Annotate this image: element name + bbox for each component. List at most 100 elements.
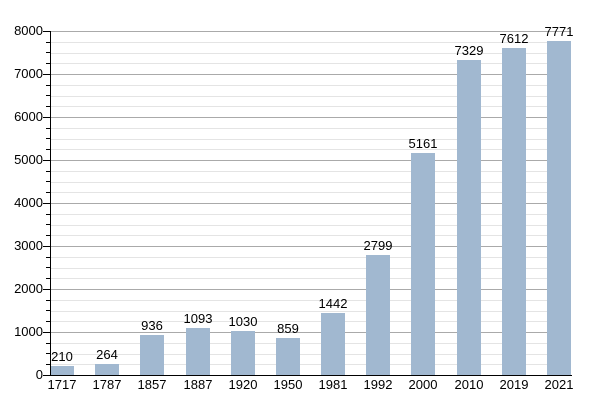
y-minor-tick (46, 63, 50, 64)
y-major-tick (43, 375, 50, 376)
major-gridline (50, 74, 571, 75)
minor-gridline (50, 354, 571, 355)
y-minor-tick (46, 364, 50, 365)
x-axis-tick-label: 1992 (363, 377, 393, 392)
major-gridline (50, 117, 571, 118)
y-axis-tick-label: 2000 (14, 281, 43, 296)
x-axis-tick-label: 1920 (228, 377, 258, 392)
y-minor-tick (46, 235, 50, 236)
bar-2010 (457, 60, 481, 375)
bar-value-label: 7329 (454, 43, 484, 58)
minor-gridline (50, 343, 571, 344)
minor-gridline (50, 300, 571, 301)
bar-1717 (50, 366, 74, 375)
bar-value-label: 1442 (318, 296, 348, 311)
y-minor-tick (46, 149, 50, 150)
x-axis-tick-label: 2000 (408, 377, 438, 392)
bar-2019 (502, 48, 526, 375)
minor-gridline (50, 225, 571, 226)
minor-gridline (50, 128, 571, 129)
bar-2021 (547, 41, 571, 375)
y-major-tick (43, 31, 50, 32)
y-major-tick (43, 332, 50, 333)
minor-gridline (50, 278, 571, 279)
y-axis-tick-label: 5000 (14, 152, 43, 167)
x-axis-tick-label: 1717 (47, 377, 77, 392)
minor-gridline (50, 257, 571, 258)
x-axis-tick-label: 1857 (137, 377, 167, 392)
y-minor-tick (46, 321, 50, 322)
y-minor-tick (46, 106, 50, 107)
y-axis-tick-label: 3000 (14, 238, 43, 253)
bar-value-label: 5161 (408, 136, 438, 151)
bar-1950 (276, 338, 300, 375)
y-axis-line (50, 31, 51, 375)
bar-2000 (411, 153, 435, 375)
minor-gridline (50, 311, 571, 312)
y-minor-tick (46, 85, 50, 86)
y-minor-tick (46, 310, 50, 311)
minor-gridline (50, 42, 571, 43)
y-minor-tick (46, 257, 50, 258)
minor-gridline (50, 96, 571, 97)
x-axis-tick-label: 1787 (92, 377, 122, 392)
y-major-tick (43, 117, 50, 118)
bar-value-label: 1030 (228, 314, 258, 329)
bar-1787 (95, 364, 119, 375)
minor-gridline (50, 85, 571, 86)
y-major-tick (43, 160, 50, 161)
y-minor-tick (46, 52, 50, 53)
y-minor-tick (46, 353, 50, 354)
y-minor-tick (46, 95, 50, 96)
minor-gridline (50, 63, 571, 64)
y-axis-tick-label: 0 (35, 367, 43, 382)
bar-1920 (231, 331, 255, 375)
minor-gridline (50, 171, 571, 172)
y-minor-tick (46, 42, 50, 43)
minor-gridline (50, 321, 571, 322)
bar-value-label: 7771 (544, 24, 574, 39)
minor-gridline (50, 192, 571, 193)
minor-gridline (50, 268, 571, 269)
bar-value-label: 7612 (499, 31, 529, 46)
minor-gridline (50, 149, 571, 150)
y-major-tick (43, 74, 50, 75)
y-minor-tick (46, 343, 50, 344)
y-axis-tick-label: 8000 (14, 23, 43, 38)
major-gridline (50, 160, 571, 161)
plot-area: 210 264 936 1093 1030 859 1442 2799 5161 7329 7612… (50, 24, 573, 375)
major-gridline (50, 203, 571, 204)
y-axis-tick-label: 1000 (14, 324, 43, 339)
x-axis-tick-label: 2021 (544, 377, 574, 392)
y-minor-tick (46, 267, 50, 268)
y-minor-tick (46, 171, 50, 172)
bar-value-label: 2799 (363, 238, 393, 253)
y-minor-tick (46, 128, 50, 129)
y-minor-tick (46, 214, 50, 215)
y-minor-tick (46, 138, 50, 139)
major-gridline (50, 246, 571, 247)
bar-value-label: 210 (51, 349, 73, 364)
bar-1992 (366, 255, 390, 375)
y-major-tick (43, 289, 50, 290)
y-minor-tick (46, 181, 50, 182)
minor-gridline (50, 106, 571, 107)
x-axis-tick-label: 1950 (273, 377, 303, 392)
bar-1857 (140, 335, 164, 375)
y-axis-tick-label: 4000 (14, 195, 43, 210)
x-axis-tick-label: 1981 (318, 377, 348, 392)
x-axis-tick-label: 2019 (499, 377, 529, 392)
major-gridline (50, 289, 571, 290)
minor-gridline (50, 214, 571, 215)
x-axis-tick-label: 2010 (454, 377, 484, 392)
bar-1887 (186, 328, 210, 375)
y-minor-tick (46, 192, 50, 193)
y-major-tick (43, 246, 50, 247)
y-major-tick (43, 203, 50, 204)
minor-gridline (50, 182, 571, 183)
minor-gridline (50, 53, 571, 54)
major-gridline (50, 332, 571, 333)
x-axis-tick-label: 1887 (183, 377, 213, 392)
minor-gridline (50, 364, 571, 365)
